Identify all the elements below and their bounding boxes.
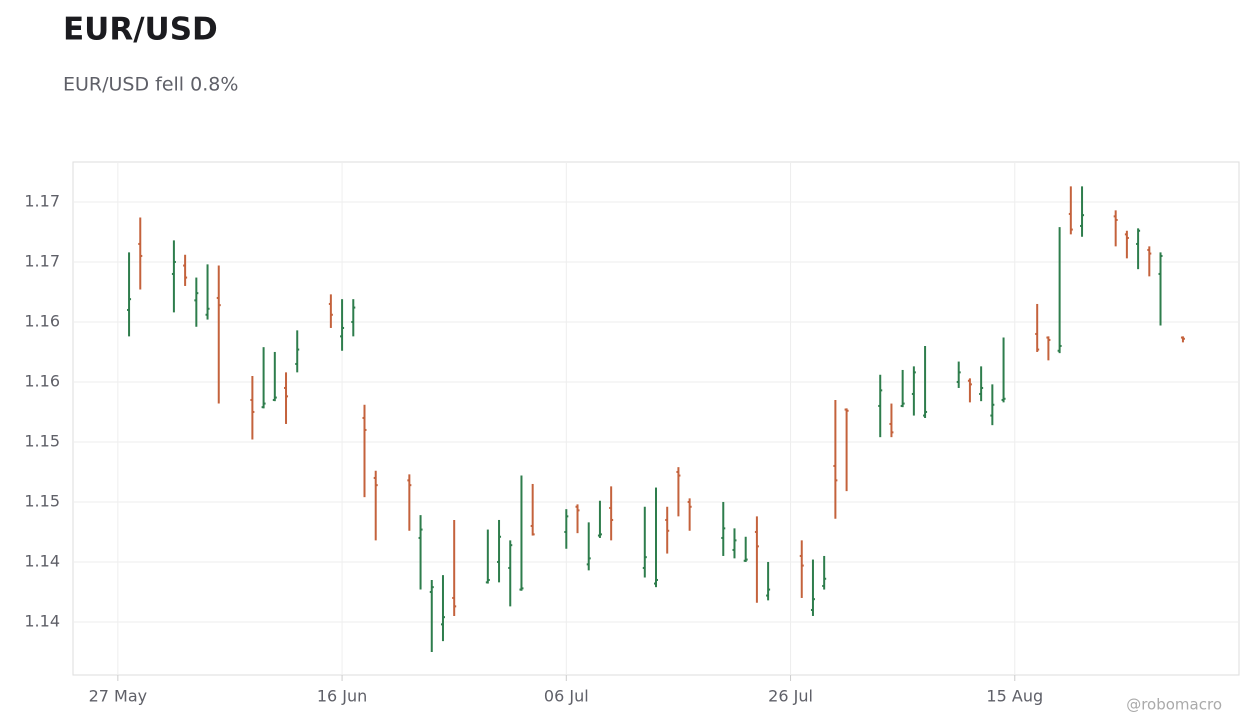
x-tick-label: 16 Jun — [317, 687, 367, 706]
y-tick-label: 1.15 — [24, 491, 60, 510]
x-tick-label: 26 Jul — [768, 687, 813, 706]
y-tick-label: 1.17 — [24, 191, 60, 210]
chart-subtitle: EUR/USD fell 0.8% — [63, 74, 238, 96]
y-tick-label: 1.17 — [24, 251, 60, 270]
y-tick-label: 1.16 — [24, 371, 60, 390]
y-tick-label: 1.15 — [24, 431, 60, 450]
x-tick-label: 27 May — [89, 687, 148, 706]
x-tick-label: 15 Aug — [986, 687, 1043, 706]
x-tick-label: 06 Jul — [544, 687, 589, 706]
y-tick-label: 1.14 — [24, 551, 60, 570]
y-tick-label: 1.14 — [24, 611, 60, 630]
chart-title: EUR/USD — [63, 12, 218, 48]
y-tick-label: 1.16 — [24, 311, 60, 330]
plot-area — [72, 161, 1240, 676]
credit: @robomacro — [1126, 696, 1222, 714]
